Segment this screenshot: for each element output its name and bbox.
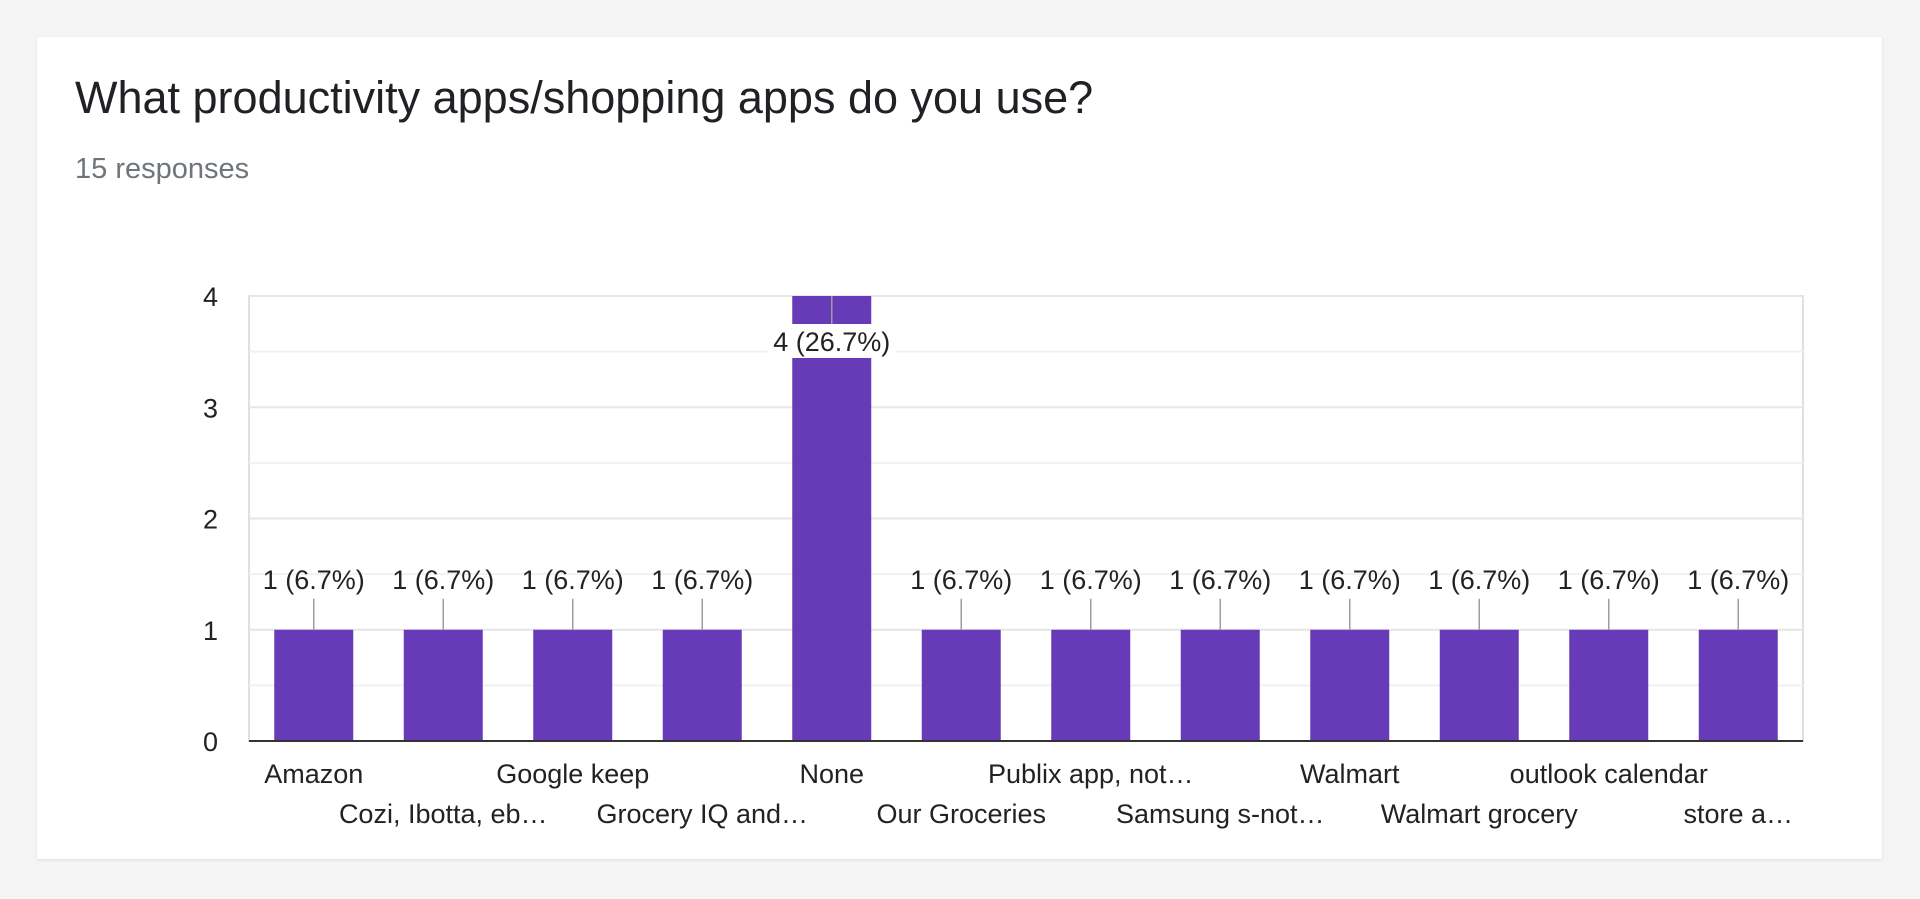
y-tick-label: 1	[203, 616, 218, 646]
x-tick-label: Grocery IQ and…	[596, 799, 808, 829]
bar	[533, 629, 613, 741]
x-tick-label: Samsung s-not…	[1116, 799, 1325, 829]
data-label: 1 (6.7%)	[1428, 565, 1530, 595]
data-label: 1 (6.7%)	[910, 565, 1012, 595]
y-tick-label: 3	[203, 393, 218, 423]
data-label: 1 (6.7%)	[1299, 565, 1401, 595]
x-tick-label: Cozi, Ibotta, eb…	[339, 799, 548, 829]
bar	[1698, 629, 1778, 741]
data-label: 1 (6.7%)	[263, 565, 365, 595]
question-title: What productivity apps/shopping apps do …	[75, 72, 1094, 123]
y-tick-label: 4	[203, 282, 218, 312]
y-tick-label: 0	[203, 727, 218, 757]
bar	[403, 629, 483, 741]
bar	[274, 629, 354, 741]
bar	[1310, 629, 1390, 741]
data-label-bg	[767, 324, 896, 358]
response-count: 15 responses	[75, 153, 250, 185]
data-label: 1 (6.7%)	[651, 565, 753, 595]
bar	[792, 296, 872, 741]
data-label: 1 (6.7%)	[522, 565, 624, 595]
x-tick-label: None	[799, 759, 864, 789]
bar	[662, 629, 742, 741]
data-label: 1 (6.7%)	[1558, 565, 1660, 595]
data-label: 1 (6.7%)	[392, 565, 494, 595]
bar	[1051, 629, 1131, 741]
x-tick-label: Google keep	[496, 759, 649, 789]
bar	[1439, 629, 1519, 741]
bar	[1180, 629, 1260, 741]
data-label: 1 (6.7%)	[1687, 565, 1789, 595]
data-label: 1 (6.7%)	[1169, 565, 1271, 595]
x-tick-label: Our Groceries	[876, 799, 1046, 829]
x-tick-label: outlook calendar	[1510, 759, 1708, 789]
x-tick-label: Amazon	[264, 759, 363, 789]
data-label: 1 (6.7%)	[1040, 565, 1142, 595]
y-tick-label: 2	[203, 505, 218, 535]
x-tick-label: Walmart	[1300, 759, 1400, 789]
data-label: 4 (26.7%)	[773, 327, 890, 357]
x-tick-label: Walmart grocery	[1381, 799, 1579, 829]
x-tick-label: Publix app, not…	[988, 759, 1194, 789]
bar	[921, 629, 1001, 741]
x-tick-label: store a…	[1683, 799, 1793, 829]
bar	[1569, 629, 1649, 741]
